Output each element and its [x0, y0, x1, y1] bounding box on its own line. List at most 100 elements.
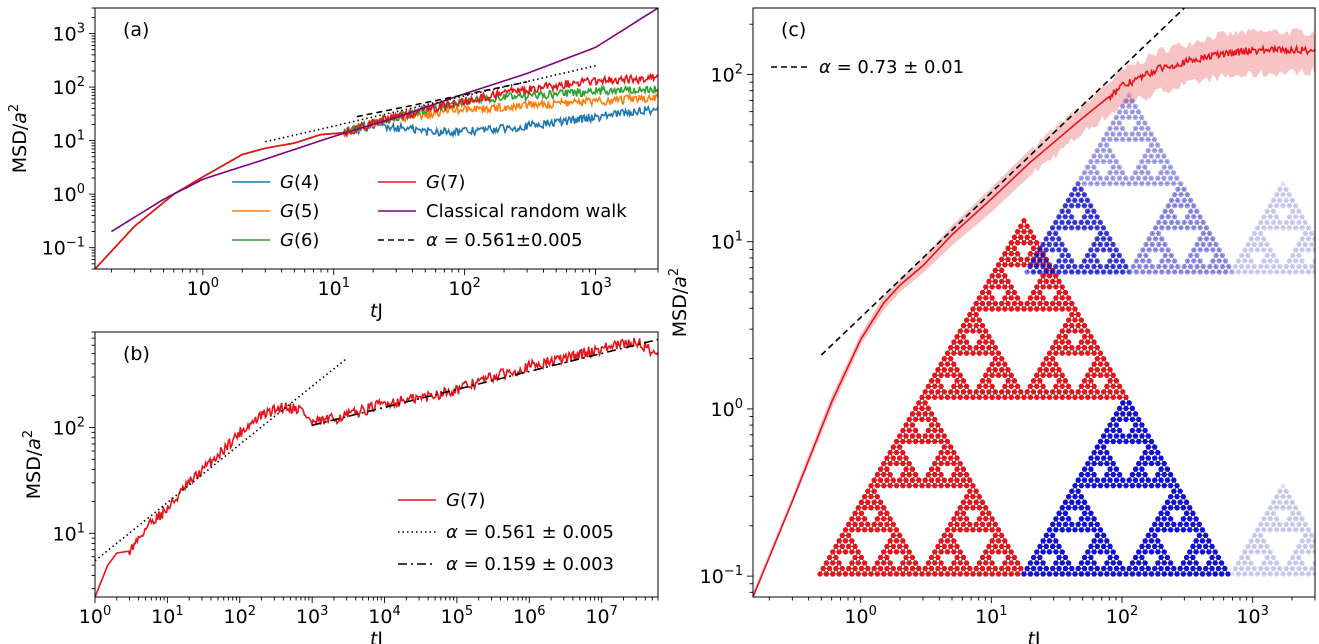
lattice-edge — [1269, 199, 1278, 207]
lattice-site — [1088, 389, 1094, 395]
lattice-site — [1251, 230, 1257, 236]
lattice-edge — [988, 363, 996, 371]
lattice-site — [1191, 269, 1197, 275]
lattice-site — [983, 350, 989, 356]
lattice-site — [1030, 389, 1037, 395]
lattice-site — [995, 361, 1002, 367]
lattice-site — [1084, 219, 1091, 225]
lattice-site — [1168, 472, 1174, 478]
lattice-site — [1049, 236, 1056, 242]
lattice-edge — [1276, 221, 1284, 229]
lattice-edge — [959, 567, 968, 575]
lattice-site — [1194, 241, 1200, 247]
lattice-site — [1289, 565, 1296, 572]
lattice-site — [1164, 170, 1170, 176]
lattice-site — [1142, 472, 1148, 478]
lattice-site — [1050, 521, 1056, 527]
lattice-edge — [1036, 556, 1044, 564]
lattice-edge — [1071, 484, 1079, 492]
lattice-edge — [1170, 194, 1179, 201]
lattice-site — [1091, 449, 1097, 456]
lattice-edge — [1112, 424, 1121, 431]
lattice-site — [957, 560, 963, 566]
lattice-site — [1159, 236, 1165, 242]
lattice-edge — [946, 545, 955, 553]
lattice-edge — [902, 567, 910, 575]
lattice-edge — [1083, 330, 1092, 337]
lattice-site — [995, 273, 1002, 279]
lattice-site — [849, 527, 855, 533]
lattice-site — [941, 565, 947, 572]
lattice-site — [1277, 565, 1283, 572]
lattice-site — [1094, 147, 1100, 154]
lattice-site — [1148, 571, 1155, 577]
lattice-edge — [1141, 133, 1149, 140]
lattice-site — [979, 499, 986, 505]
lattice-site — [1299, 269, 1305, 275]
lattice-site — [1078, 472, 1084, 478]
lattice-site — [1213, 241, 1219, 247]
lattice-edge — [870, 501, 878, 509]
lattice-edge — [1045, 352, 1054, 360]
lattice-edge — [1058, 265, 1066, 273]
lattice-site — [935, 367, 941, 373]
lattice-site — [1283, 186, 1289, 192]
x-tick-label: 105 — [441, 604, 473, 628]
lattice-site — [1151, 181, 1158, 187]
lattice-site — [1274, 527, 1280, 533]
lattice-site — [1171, 565, 1177, 572]
y-tick-label: 102 — [53, 416, 85, 440]
lattice-site — [1302, 565, 1308, 572]
lattice-site — [1159, 225, 1165, 231]
lattice-site — [983, 516, 989, 522]
lattice-edge — [988, 275, 996, 282]
lattice-edge — [1170, 479, 1178, 487]
lattice-site — [1148, 131, 1154, 137]
lattice-site — [1162, 241, 1168, 247]
lattice-site — [1210, 269, 1216, 275]
lattice-site — [1085, 383, 1091, 389]
lattice-site — [1293, 214, 1299, 220]
lattice-site — [1040, 252, 1046, 259]
lattice-edge — [934, 424, 942, 431]
lattice-edge — [981, 374, 990, 382]
lattice-site — [957, 571, 963, 577]
lattice-edge — [1138, 545, 1146, 553]
lattice-site — [1277, 186, 1283, 192]
lattice-edge — [1285, 562, 1294, 569]
lattice-edge — [1256, 221, 1265, 229]
lattice-edge — [1153, 177, 1162, 185]
lattice-site — [877, 554, 884, 561]
lattice-site — [1002, 273, 1008, 279]
lattice-edge — [981, 286, 990, 293]
lattice-site — [1165, 247, 1171, 253]
lattice-site — [1299, 269, 1305, 275]
lattice-edge — [1112, 249, 1121, 256]
lattice-site — [1305, 538, 1312, 544]
lattice-site — [1258, 543, 1264, 549]
lattice-site — [1056, 345, 1062, 351]
lattice-edge — [1125, 479, 1133, 487]
lattice-site — [1107, 258, 1113, 264]
lattice-site — [938, 449, 944, 456]
lattice-edge — [1180, 188, 1188, 196]
lattice-site — [1104, 175, 1110, 181]
lattice-edge — [1035, 249, 1044, 256]
lattice-edge — [1068, 313, 1076, 321]
lattice-site — [960, 499, 967, 505]
lattice-edge — [1007, 374, 1016, 382]
lattice-site — [1296, 554, 1302, 561]
lattice-site — [1264, 521, 1270, 527]
lattice-edge — [1032, 286, 1041, 293]
lattice-site — [1264, 565, 1270, 572]
lattice-site — [951, 460, 957, 467]
lattice-edge — [956, 374, 965, 382]
lattice-site — [1145, 477, 1151, 483]
lattice-edge — [1036, 369, 1044, 376]
legend-label: G(5) — [280, 201, 319, 222]
lattice-edge — [1087, 335, 1095, 343]
lattice-edge — [927, 479, 936, 487]
lattice-site — [1132, 466, 1139, 472]
lattice-site — [1216, 269, 1222, 275]
lattice-site — [1315, 264, 1319, 269]
